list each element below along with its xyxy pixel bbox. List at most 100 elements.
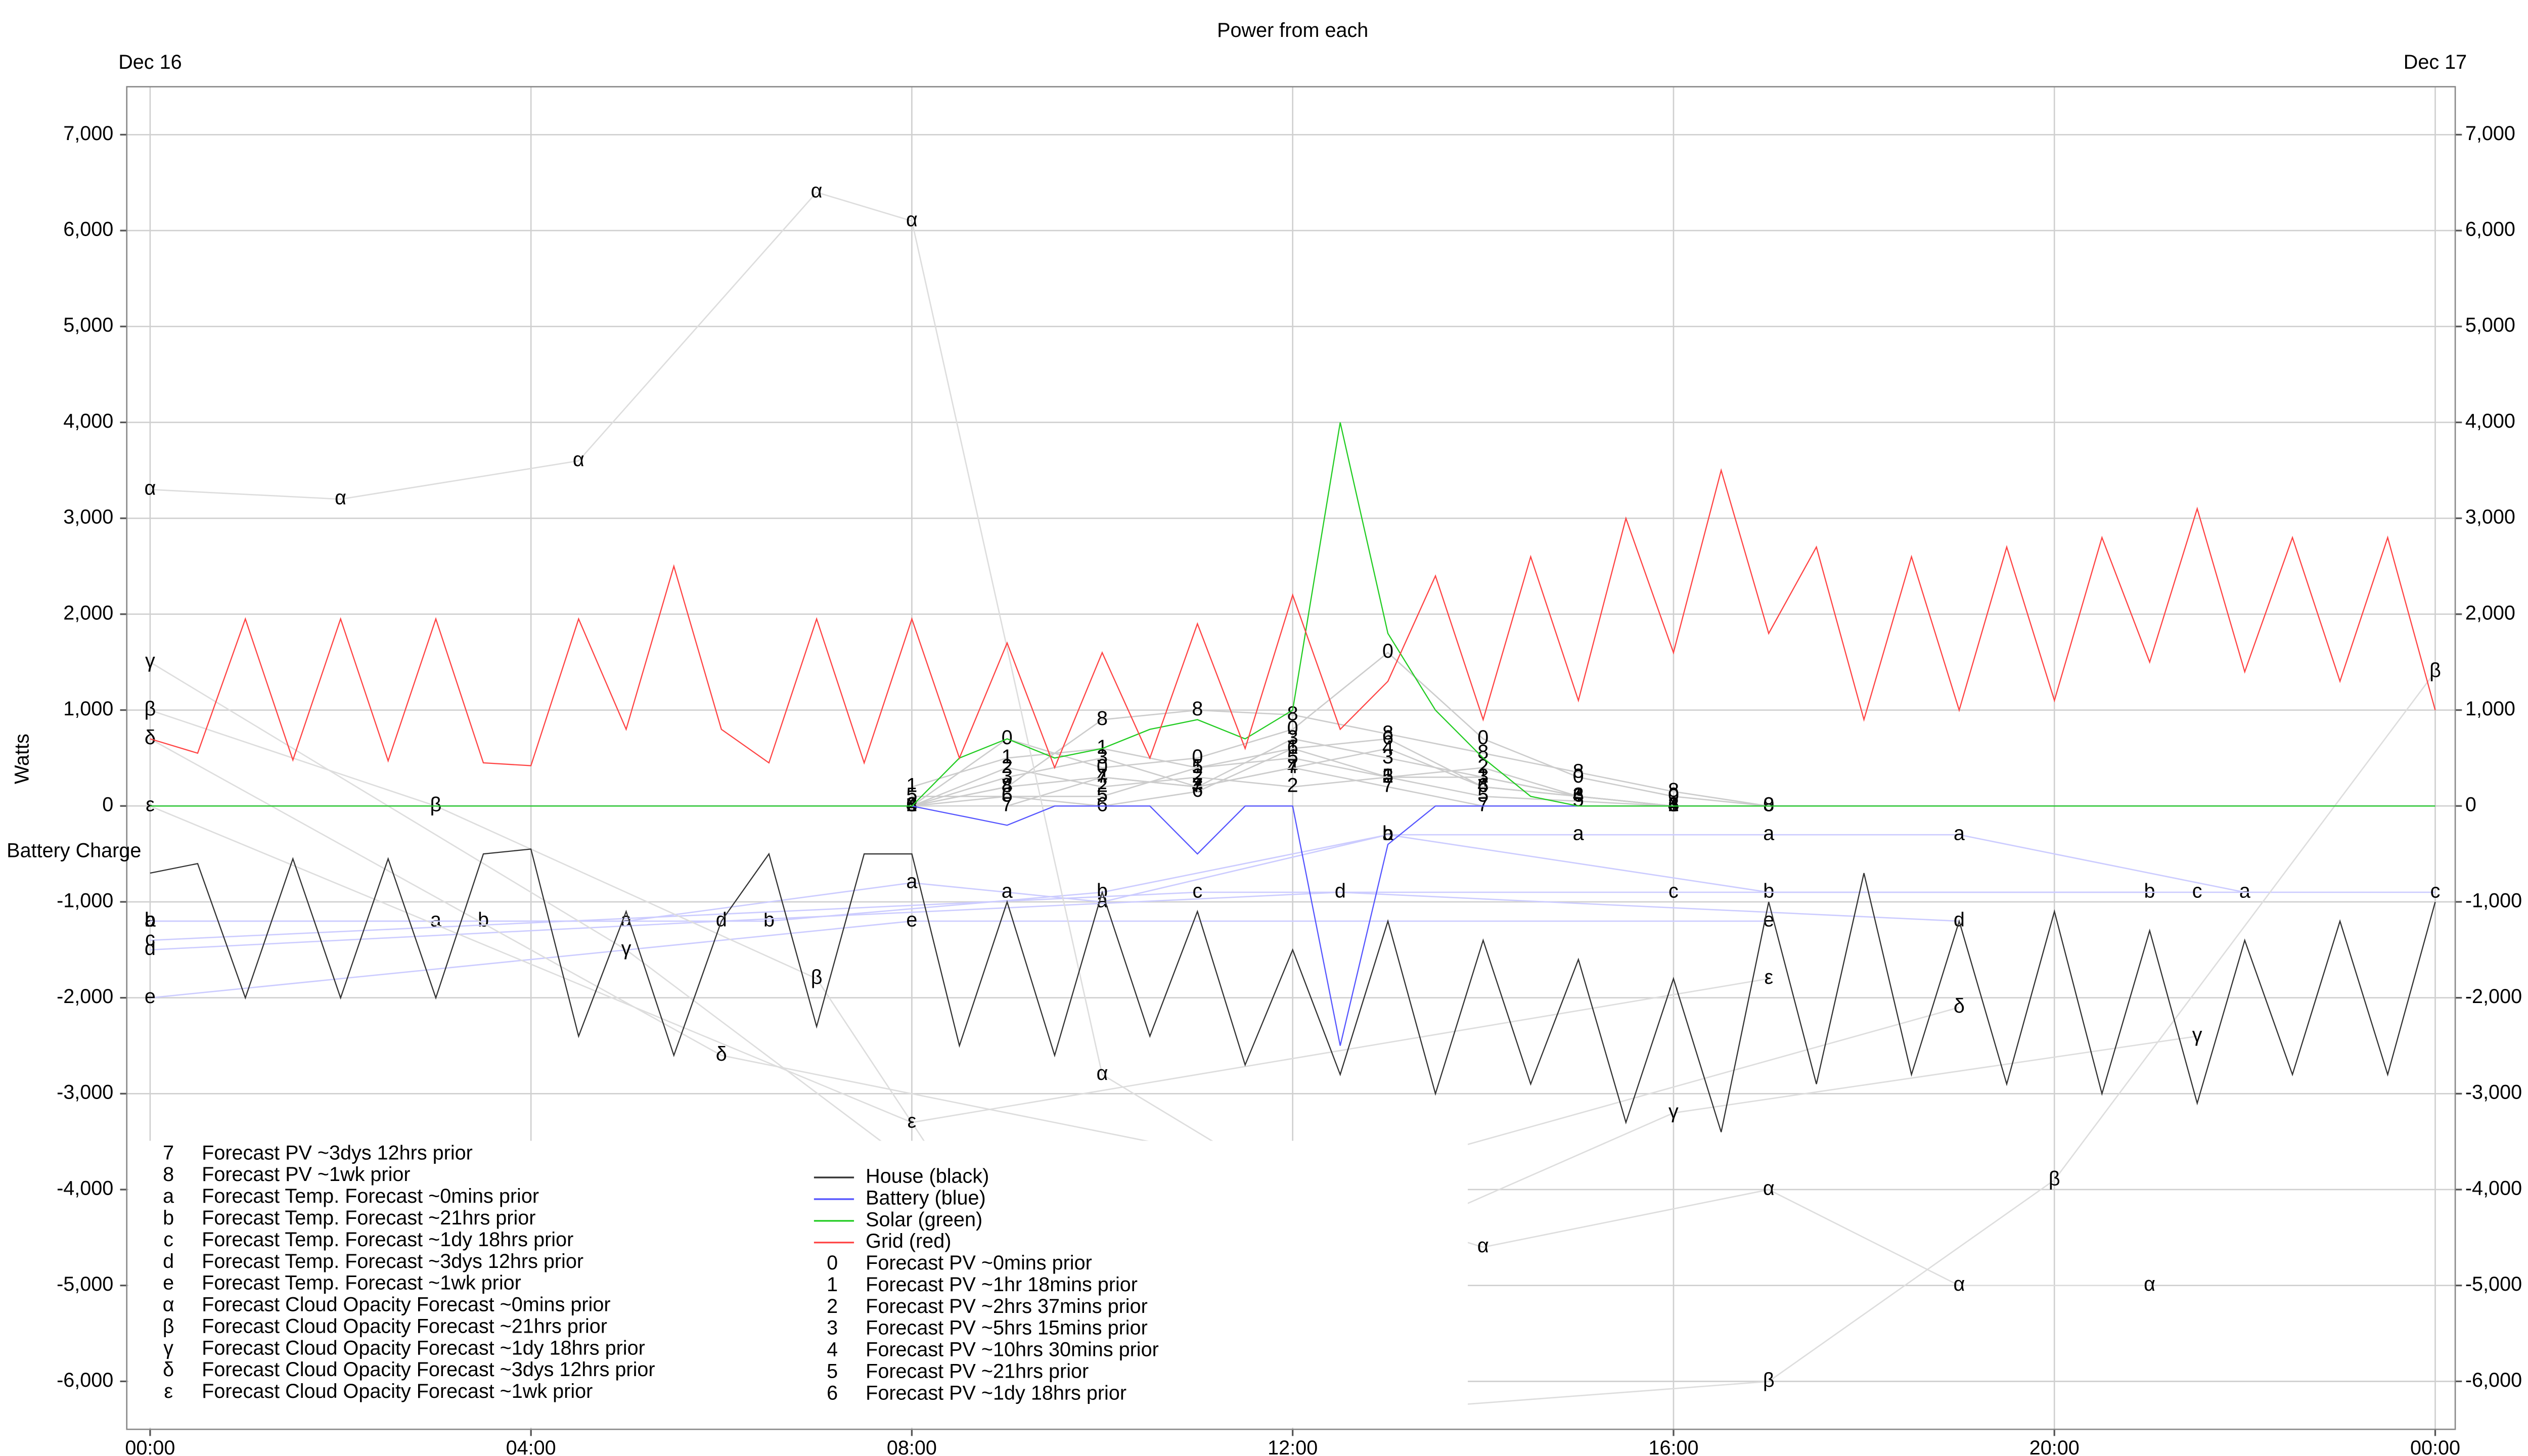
legend-symbol: 5 [827, 1360, 838, 1383]
legend-label: Forecast PV ~5hrs 15mins prior [866, 1317, 1148, 1339]
point-marker: 2 [1002, 755, 1013, 778]
point-marker: 7 [1477, 794, 1488, 816]
point-marker: a [1382, 823, 1394, 845]
y-tick-label: -4,000 [57, 1177, 113, 1199]
legend-label: Forecast PV ~0mins prior [866, 1252, 1092, 1274]
point-marker: 8 [1097, 707, 1108, 730]
x-tick-label: 16:00 [1648, 1437, 1698, 1456]
point-marker: 8 [906, 794, 917, 816]
x-tick-label: 04:00 [506, 1437, 556, 1456]
series-line [912, 738, 1674, 807]
y-tick-label: -3,000 [57, 1081, 113, 1104]
y-tick-label-right: 4,000 [2465, 410, 2515, 432]
y-tick-label: 5,000 [63, 314, 113, 336]
point-marker: 6 [1477, 775, 1488, 797]
legend-symbol: 6 [827, 1382, 838, 1404]
point-marker: 3 [1192, 775, 1203, 797]
legend-label: Forecast Cloud Opacity Forecast ~21hrs p… [202, 1315, 607, 1337]
point-marker: c [1192, 880, 1202, 902]
point-marker: γ [145, 650, 155, 672]
point-marker: 0 [906, 794, 917, 816]
legend-symbol: c [163, 1228, 173, 1251]
point-marker: ε [908, 1110, 917, 1132]
point-marker: 4 [1382, 736, 1393, 758]
y-tick-label: -5,000 [57, 1273, 113, 1295]
point-marker: α [1097, 1062, 1108, 1084]
axis-annotation: Battery Charge [7, 840, 141, 862]
point-marker: a [1097, 889, 1108, 912]
point-marker: 0 [1668, 784, 1679, 806]
point-marker: 6 [1287, 736, 1298, 758]
point-marker: 1 [1002, 746, 1013, 768]
legend-symbol: α [163, 1294, 174, 1316]
point-marker: 6 [1668, 794, 1679, 816]
legend-label: Grid (red) [866, 1230, 951, 1252]
point-marker: β [1763, 1369, 1775, 1391]
point-marker: α [2144, 1273, 2155, 1295]
point-marker: γ [621, 937, 631, 960]
point-marker: 6 [1097, 794, 1108, 816]
point-marker: 8 [1763, 794, 1774, 816]
series-line [150, 891, 1960, 951]
legend-label: Forecast PV ~1dy 18hrs prior [866, 1382, 1126, 1404]
point-marker: 7 [1192, 775, 1203, 797]
legend-label: Battery (blue) [866, 1187, 986, 1209]
y-tick-label-right: 3,000 [2465, 506, 2515, 528]
legend-symbol: 1 [827, 1273, 838, 1296]
point-marker: 7 [1287, 755, 1298, 778]
legend-label: Forecast PV ~1wk prior [202, 1163, 410, 1186]
point-marker: β [811, 966, 823, 988]
legend-label: Forecast Cloud Opacity Forecast ~1dy 18h… [202, 1337, 645, 1359]
point-marker: α [144, 477, 156, 499]
point-marker: d [1335, 880, 1346, 902]
y-tick-label: 2,000 [63, 602, 113, 624]
legend-box [128, 1141, 1468, 1428]
y-tick-label: 0 [102, 794, 113, 816]
legend-symbol: 2 [827, 1295, 838, 1317]
point-marker: 5 [1287, 746, 1298, 768]
y-tick-label: 3,000 [63, 506, 113, 528]
point-marker: 0 [1763, 794, 1774, 816]
point-marker: 5 [1382, 765, 1393, 787]
y-tick-label-right: -3,000 [2465, 1081, 2522, 1104]
legend-symbol: 0 [827, 1252, 838, 1274]
legend-symbol: a [163, 1185, 174, 1207]
point-marker: ε [146, 794, 155, 816]
point-marker: β [430, 794, 441, 816]
point-marker: ε [1764, 966, 1773, 988]
legend-label: Forecast Temp. Forecast ~1wk prior [202, 1272, 521, 1294]
legend-label: House (black) [866, 1165, 989, 1188]
point-marker: 0 [1287, 717, 1298, 739]
point-marker: α [1763, 1177, 1775, 1199]
point-marker: 7 [1002, 794, 1013, 816]
point-marker: b [478, 908, 489, 931]
point-marker: δ [716, 1043, 727, 1065]
legend-symbol: e [163, 1272, 174, 1294]
point-marker: 4 [1002, 775, 1013, 797]
point-marker: 3 [1002, 765, 1013, 787]
point-marker: b [2144, 880, 2155, 902]
point-marker: a [1954, 823, 1965, 845]
legend-label: Forecast Temp. Forecast ~0mins prior [202, 1185, 539, 1207]
point-marker: 0 [1382, 640, 1393, 662]
point-marker: 3 [1668, 794, 1679, 816]
series-line [150, 191, 2150, 1287]
point-marker: b [145, 908, 156, 931]
point-marker: 5 [1097, 784, 1108, 806]
point-marker: 0 [1192, 746, 1203, 768]
point-marker: α [1477, 1235, 1489, 1257]
y-tick-label-right: 1,000 [2465, 698, 2515, 720]
point-marker: 1 [1477, 765, 1488, 787]
point-marker: 5 [906, 784, 917, 806]
point-marker: γ [1668, 1101, 1679, 1123]
point-marker: c [145, 928, 155, 950]
point-marker: 2 [1097, 775, 1108, 797]
legend-symbol: 3 [827, 1317, 838, 1339]
point-marker: c [2430, 880, 2441, 902]
series-line [912, 767, 1674, 807]
y-tick-label: 7,000 [63, 122, 113, 145]
plot-frame [126, 86, 2456, 1430]
legend-symbol: b [163, 1207, 174, 1229]
point-marker: 8 [1002, 775, 1013, 797]
